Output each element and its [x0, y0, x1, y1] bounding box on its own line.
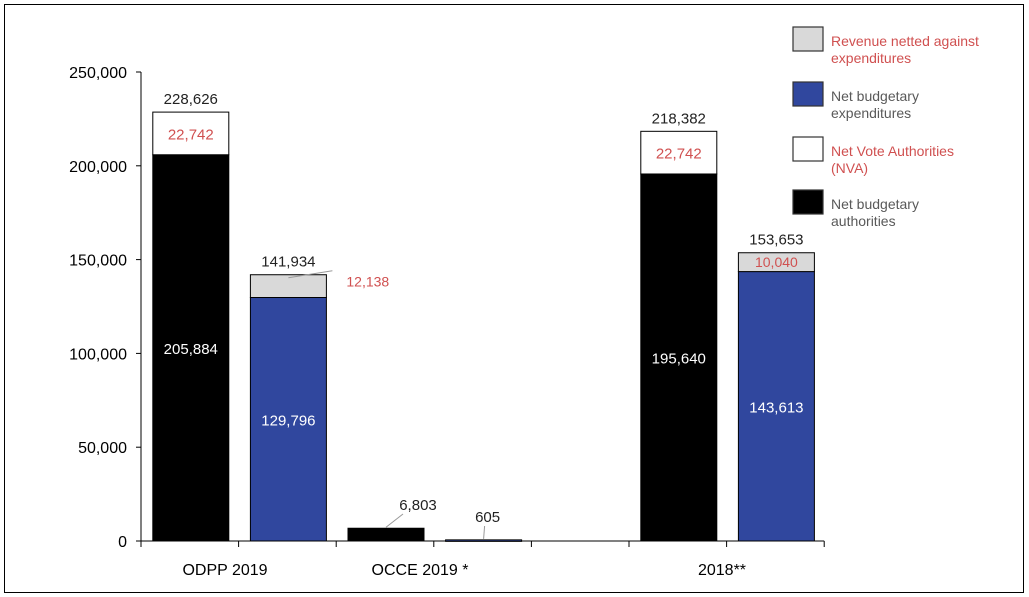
- total-label: 605: [475, 509, 500, 526]
- legend-label: Net Vote Authorities: [831, 143, 954, 159]
- total-label: 218,382: [652, 110, 706, 127]
- data-label: 129,796: [261, 412, 315, 429]
- bar-segment: [737, 271, 815, 542]
- legend-label: Net budgetary: [831, 88, 919, 104]
- y-tick-label: 0: [118, 534, 127, 551]
- bar-segment: [737, 252, 815, 273]
- y-tick-label: 200,000: [69, 159, 127, 176]
- legend-label: Revenue netted against: [831, 33, 979, 49]
- y-tick-label: 150,000: [69, 253, 127, 270]
- y-tick-label: 50,000: [78, 440, 127, 457]
- data-label: 22,742: [656, 146, 702, 163]
- leader-line: [385, 513, 404, 528]
- legend-label: Net budgetary: [831, 196, 919, 212]
- bar-segment: [152, 111, 230, 156]
- legend-swatch: [792, 136, 824, 162]
- total-label: 228,626: [164, 91, 218, 108]
- leader-line: [483, 525, 486, 539]
- data-label: 143,613: [749, 399, 803, 416]
- bar-segment: [152, 154, 230, 542]
- y-tick-label: 100,000: [69, 346, 127, 363]
- x-category-label: OCCE 2019 *: [372, 562, 469, 579]
- bar-segment: [640, 130, 718, 175]
- data-label: 10,040: [755, 254, 798, 270]
- bar-segment: [249, 297, 327, 542]
- y-tick-label: 250,000: [69, 65, 127, 82]
- data-label: 12,138: [346, 274, 389, 290]
- total-label: 153,653: [749, 232, 803, 249]
- data-label: 195,640: [652, 350, 706, 367]
- legend-label: expenditures: [831, 105, 911, 121]
- data-label: 22,742: [168, 126, 214, 143]
- legend-label: (NVA): [831, 160, 868, 176]
- bar-segment: [347, 527, 425, 542]
- leader-line: [288, 270, 333, 279]
- legend-label: expenditures: [831, 50, 911, 66]
- legend-swatch: [792, 26, 824, 52]
- bar-segment: [249, 274, 327, 299]
- legend-label: authorities: [831, 213, 896, 229]
- bar-segment: [640, 173, 718, 542]
- legend-swatch: [792, 81, 824, 107]
- bar-segment: [445, 539, 523, 542]
- total-label: 6,803: [399, 497, 437, 514]
- data-label: 205,884: [164, 341, 218, 358]
- legend-swatch: [792, 189, 824, 215]
- total-label: 141,934: [261, 254, 315, 271]
- x-category-label: 2018**: [698, 562, 746, 579]
- x-category-label: ODPP 2019: [182, 562, 267, 579]
